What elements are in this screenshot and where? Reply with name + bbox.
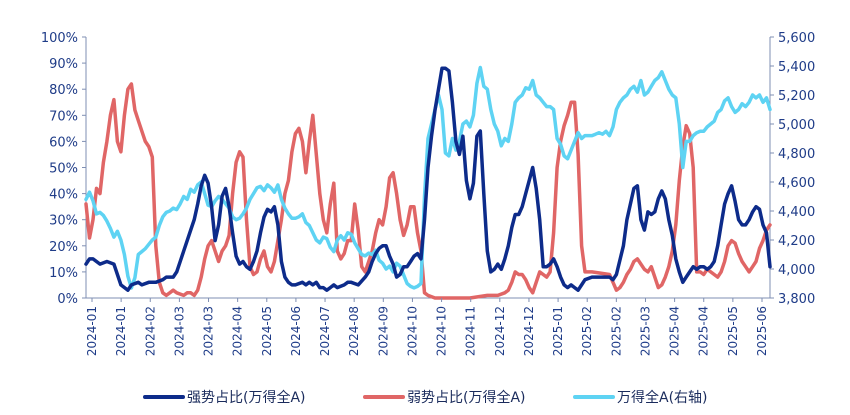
x-tick-label: 2024-01 — [114, 306, 128, 356]
x-tick-label: 2024-11 — [464, 306, 478, 356]
series-line-2 — [84, 82, 772, 300]
legend-label: 强势占比(万得全A) — [187, 389, 306, 406]
right-tick-label: 4,000 — [778, 263, 815, 278]
right-tick-label: 4,800 — [778, 147, 815, 162]
right-tick-label: 4,600 — [778, 176, 815, 191]
x-tick-label: 2025-02 — [609, 306, 623, 356]
legend-label: 万得全A(右轴) — [617, 389, 708, 406]
legend: 强势占比(万得全A) 弱势占比(万得全A) 万得全A(右轴) — [143, 389, 708, 406]
left-tick-label: 0% — [57, 292, 78, 307]
right-tick-label: 5,600 — [778, 31, 815, 46]
x-tick-label: 2024-01 — [85, 306, 99, 356]
series-line-3 — [84, 65, 772, 290]
x-tick-label: 2024-03 — [172, 306, 186, 356]
left-tick-label: 60% — [49, 135, 78, 150]
x-tick-label: 2025-02 — [580, 306, 594, 356]
series-line-1 — [84, 66, 772, 292]
x-tick-label: 2024-10 — [405, 306, 419, 356]
x-tick-label: 2024-12 — [522, 306, 536, 356]
x-tick-label: 2024-06 — [289, 306, 303, 356]
x-tick-label: 2024-12 — [493, 306, 507, 356]
x-tick-label: 2024-07 — [318, 306, 332, 356]
x-tick-label: 2024-09 — [376, 306, 390, 356]
right-tick-label: 5,400 — [778, 60, 815, 75]
left-tick-label: 20% — [49, 240, 78, 255]
left-tick-label: 30% — [49, 214, 78, 229]
right-tick-label: 4,400 — [778, 205, 815, 220]
x-tick-label: 2025-04 — [668, 306, 682, 356]
x-tick-label: 2025-03 — [638, 306, 652, 356]
right-tick-label: 3,800 — [778, 292, 815, 307]
x-tick-labels: 2024-01 2024-01 2024-02 2024-03 2024-03 2024-… — [85, 298, 769, 356]
left-tick-label: 90% — [49, 57, 78, 72]
series-lines — [84, 65, 772, 300]
x-tick-label: 2025-06 — [755, 306, 769, 356]
x-tick-label: 2024-02 — [143, 306, 157, 356]
right-tick-label: 5,000 — [778, 118, 815, 133]
x-tick-label: 2025-01 — [551, 306, 565, 356]
left-tick-label: 40% — [49, 188, 78, 203]
x-tick-label: 2025-05 — [726, 306, 740, 356]
axes: 0% 10% 20% 30% 40% 50% 60% 70% 80% 90% 100% 3,800 4,… — [41, 31, 815, 307]
right-tick-label: 5,200 — [778, 89, 815, 104]
x-tick-label: 2024-05 — [260, 306, 274, 356]
right-tick-label: 4,200 — [778, 234, 815, 249]
x-tick-label: 2024-10 — [435, 306, 449, 356]
left-tick-label: 70% — [49, 109, 78, 124]
legend-label: 弱势占比(万得全A) — [407, 389, 526, 406]
x-tick-label: 2025-04 — [697, 306, 711, 356]
left-tick-label: 100% — [41, 31, 78, 46]
x-tick-label: 2024-08 — [347, 306, 361, 356]
x-tick-label: 2024-03 — [202, 306, 216, 356]
x-tick-label: 2024-04 — [231, 306, 245, 356]
left-tick-label: 80% — [49, 83, 78, 98]
left-tick-label: 10% — [49, 266, 78, 281]
left-tick-label: 50% — [49, 162, 78, 177]
